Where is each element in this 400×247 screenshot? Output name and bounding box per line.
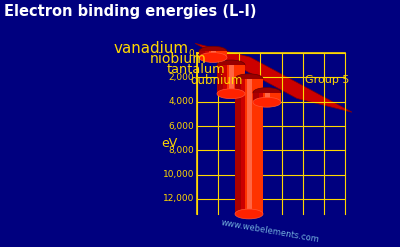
Ellipse shape bbox=[199, 53, 227, 62]
Ellipse shape bbox=[235, 209, 263, 219]
Polygon shape bbox=[247, 79, 252, 214]
Ellipse shape bbox=[199, 46, 227, 56]
Ellipse shape bbox=[253, 97, 281, 107]
Polygon shape bbox=[199, 51, 205, 58]
Text: 10,000: 10,000 bbox=[162, 170, 194, 179]
Polygon shape bbox=[217, 65, 245, 94]
Polygon shape bbox=[235, 79, 241, 214]
Text: 6,000: 6,000 bbox=[168, 122, 194, 130]
Text: 4,000: 4,000 bbox=[168, 97, 194, 106]
Text: tantalum: tantalum bbox=[166, 63, 225, 76]
Polygon shape bbox=[217, 65, 223, 94]
Polygon shape bbox=[209, 51, 227, 58]
Ellipse shape bbox=[217, 89, 245, 99]
Text: Electron binding energies (L-I): Electron binding energies (L-I) bbox=[4, 4, 256, 19]
Ellipse shape bbox=[217, 60, 245, 70]
Text: 0: 0 bbox=[188, 49, 194, 58]
Polygon shape bbox=[263, 93, 281, 102]
Polygon shape bbox=[199, 51, 227, 58]
Text: 2,000: 2,000 bbox=[168, 73, 194, 82]
Text: niobium: niobium bbox=[150, 52, 207, 66]
Ellipse shape bbox=[235, 74, 263, 84]
Text: eV: eV bbox=[161, 137, 177, 150]
Polygon shape bbox=[253, 93, 259, 102]
Polygon shape bbox=[195, 43, 352, 112]
Text: 8,000: 8,000 bbox=[168, 146, 194, 155]
Text: www.webelements.com: www.webelements.com bbox=[220, 218, 320, 245]
Text: vanadium: vanadium bbox=[114, 41, 189, 56]
Polygon shape bbox=[245, 79, 263, 214]
Text: Group 5: Group 5 bbox=[305, 75, 349, 85]
Polygon shape bbox=[265, 93, 270, 102]
Polygon shape bbox=[253, 93, 281, 102]
Polygon shape bbox=[211, 51, 216, 58]
Text: dubnium: dubnium bbox=[191, 74, 243, 87]
Ellipse shape bbox=[253, 88, 281, 98]
Polygon shape bbox=[227, 65, 245, 94]
Text: 12,000: 12,000 bbox=[163, 194, 194, 203]
Polygon shape bbox=[235, 79, 263, 214]
Polygon shape bbox=[229, 65, 234, 94]
